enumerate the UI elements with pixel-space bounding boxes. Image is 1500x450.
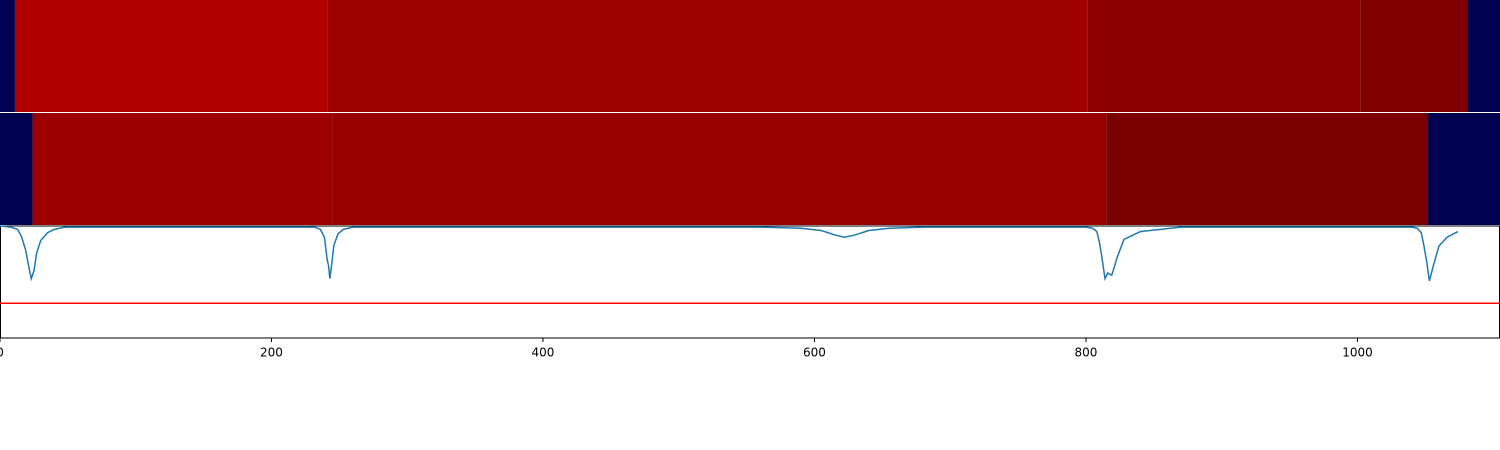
heatmap-cell	[327, 0, 1088, 112]
heatmap-cell	[1467, 0, 1500, 112]
x-tick-label: 600	[803, 346, 826, 360]
heatmap-cell	[1087, 0, 1361, 112]
x-tick-label: 1000	[1342, 346, 1373, 360]
heatmap-cell	[1428, 113, 1500, 225]
heatmap-cell	[1360, 0, 1468, 112]
x-tick-label: 400	[532, 346, 555, 360]
heatmap-cell	[0, 0, 15, 112]
heatmap-cell	[32, 113, 333, 225]
heatmap-cell	[0, 113, 33, 225]
plot-frame	[0, 225, 1500, 339]
x-tick-label: 200	[260, 346, 283, 360]
line-series	[0, 225, 1459, 282]
heatmap-cell	[1106, 113, 1429, 225]
heatmap-cell	[332, 113, 1107, 225]
x-tick-label: 800	[1075, 346, 1098, 360]
heatmap-cell	[14, 0, 328, 112]
x-tick-label: 0	[0, 346, 4, 360]
